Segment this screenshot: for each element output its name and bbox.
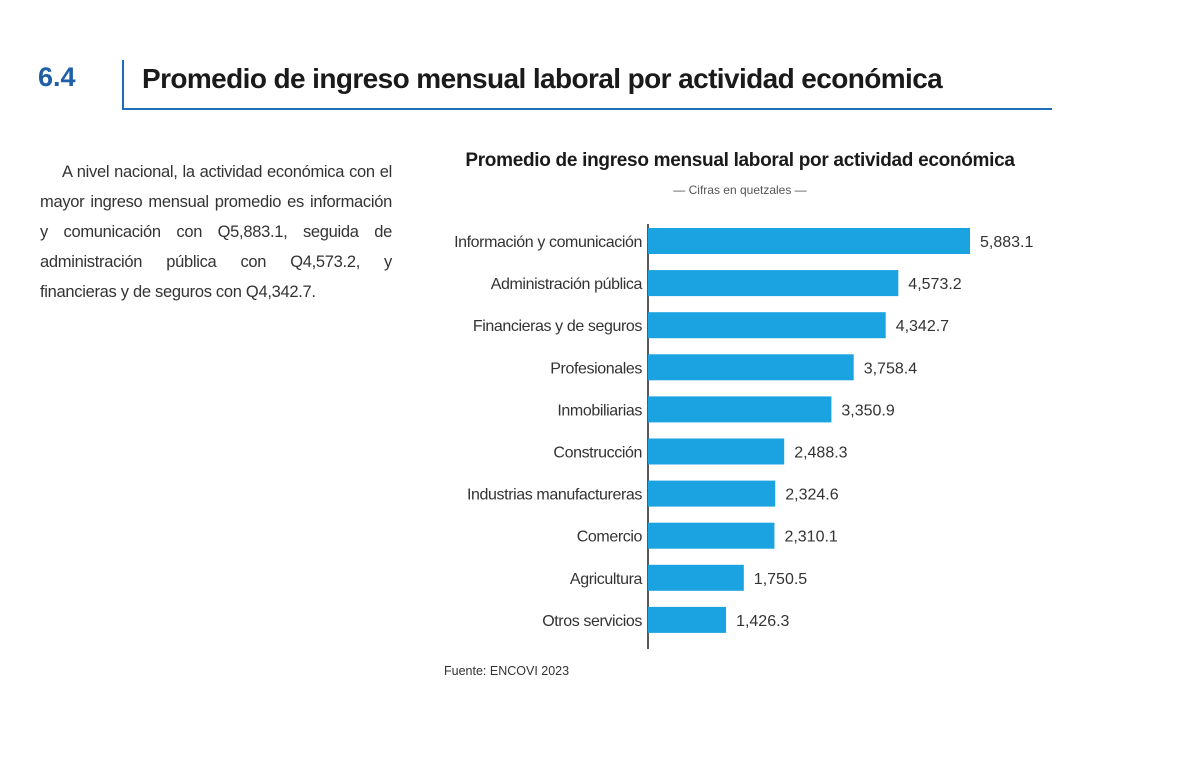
category-label: Otros servicios xyxy=(542,613,642,630)
bar xyxy=(648,270,899,297)
value-label: 3,350.9 xyxy=(841,402,894,419)
category-label: Administración pública xyxy=(491,276,643,293)
bar xyxy=(648,606,727,633)
bar xyxy=(648,480,776,507)
value-label: 1,750.5 xyxy=(754,571,807,588)
bar xyxy=(648,354,854,381)
category-label: Agricultura xyxy=(570,571,643,588)
value-label: 2,488.3 xyxy=(794,445,847,462)
value-label: 4,573.2 xyxy=(908,276,961,293)
bar xyxy=(648,438,785,465)
category-label: Profesionales xyxy=(550,360,642,377)
chart-title: Promedio de ingreso mensual laboral por … xyxy=(465,150,1015,171)
bar xyxy=(648,312,886,339)
category-label: Industrias manufactureras xyxy=(467,487,642,504)
bar xyxy=(648,396,832,423)
section-divider-horizontal xyxy=(122,108,1052,110)
value-label: 2,310.1 xyxy=(784,529,837,546)
section-number: 6.4 xyxy=(38,62,76,92)
intro-paragraph: A nivel nacional, la actividad económica… xyxy=(40,162,392,301)
bar xyxy=(648,522,775,549)
category-label: Financieras y de seguros xyxy=(473,318,643,335)
value-label: 5,883.1 xyxy=(980,234,1033,251)
chart-subtitle: — Cifras en quetzales — xyxy=(673,183,807,197)
value-label: 2,324.6 xyxy=(785,487,838,504)
value-label: 4,342.7 xyxy=(896,318,949,335)
section-divider-vertical xyxy=(122,60,124,110)
category-label: Información y comunicación xyxy=(454,234,642,251)
bar xyxy=(648,228,970,254)
section-title: Promedio de ingreso mensual laboral por … xyxy=(142,63,943,94)
source-note: Fuente: ENCOVI 2023 xyxy=(444,664,570,678)
bar xyxy=(648,564,744,591)
category-label: Comercio xyxy=(577,529,643,546)
value-label: 3,758.4 xyxy=(864,360,917,377)
category-label: Inmobiliarias xyxy=(557,402,642,419)
category-label: Construcción xyxy=(553,445,642,462)
value-label: 1,426.3 xyxy=(736,613,789,630)
